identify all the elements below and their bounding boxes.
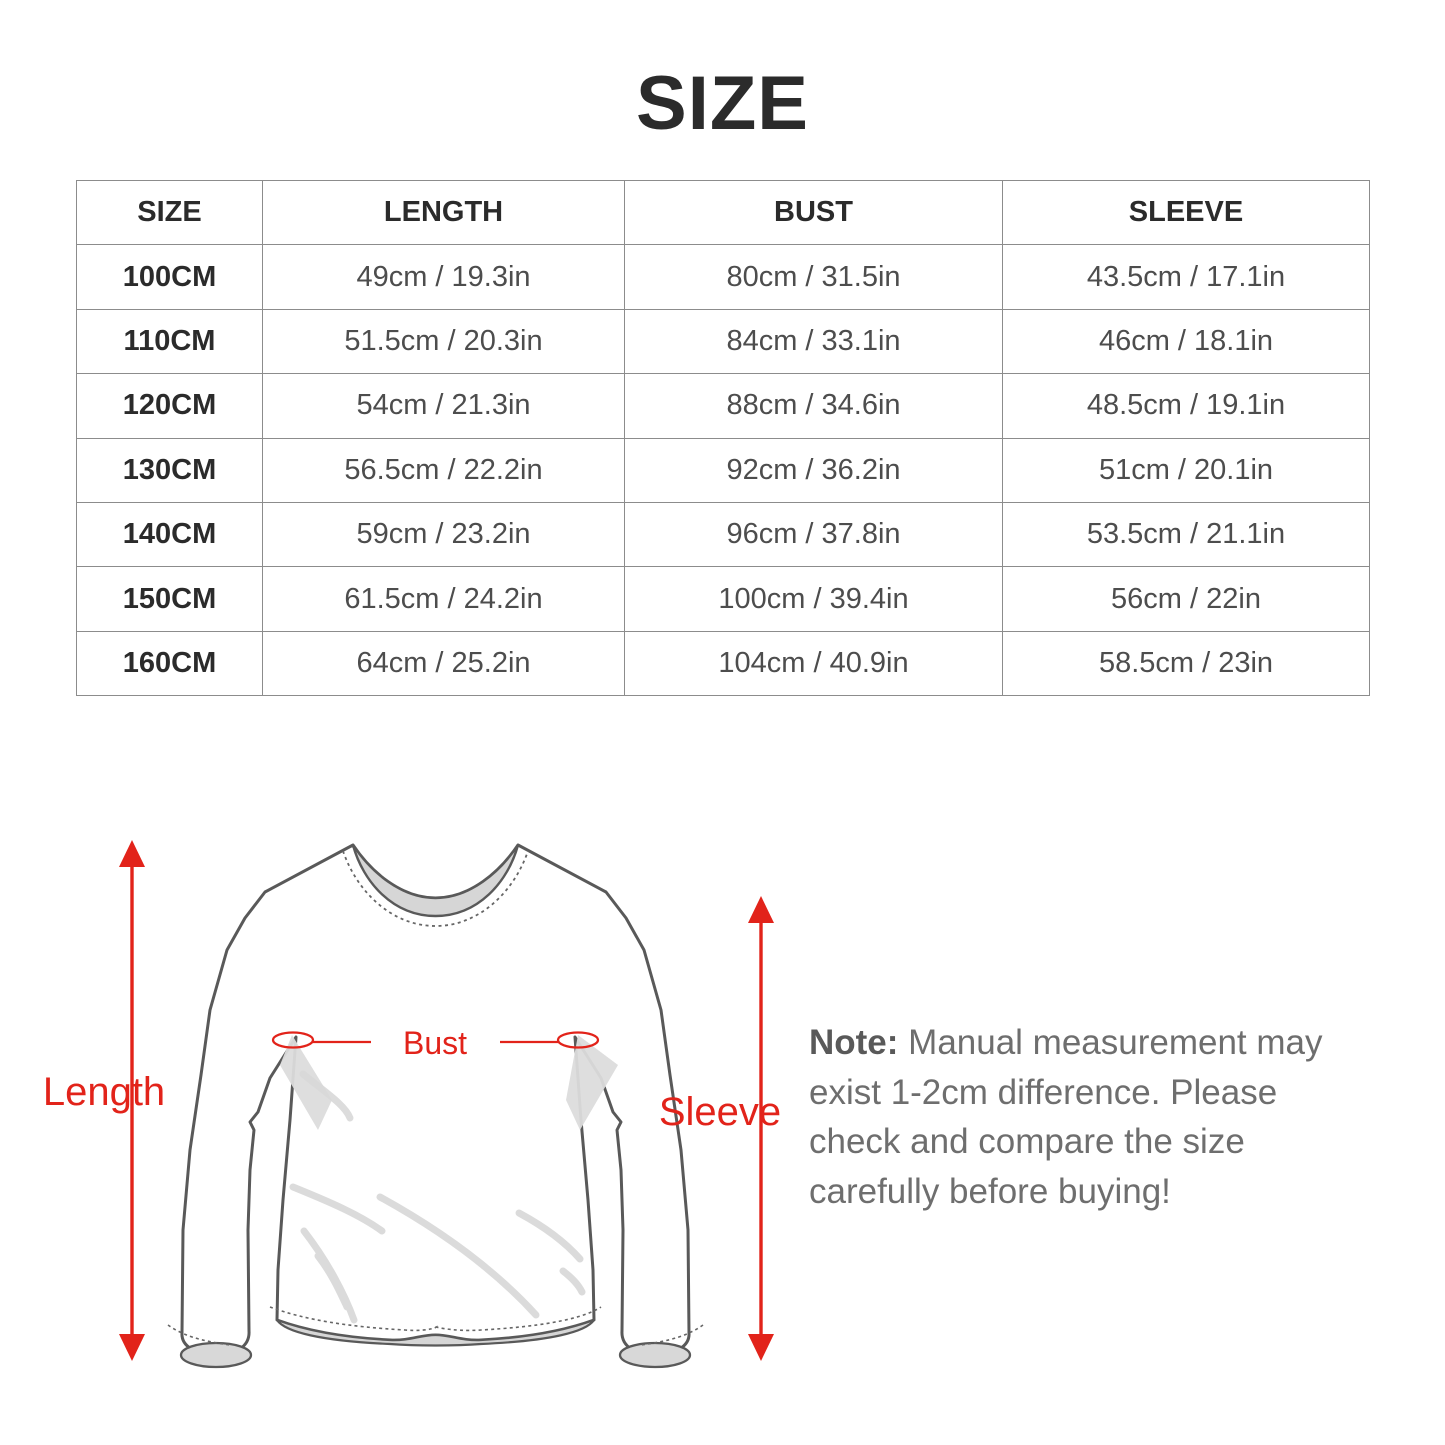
svg-text:Bust: Bust	[403, 1025, 467, 1061]
